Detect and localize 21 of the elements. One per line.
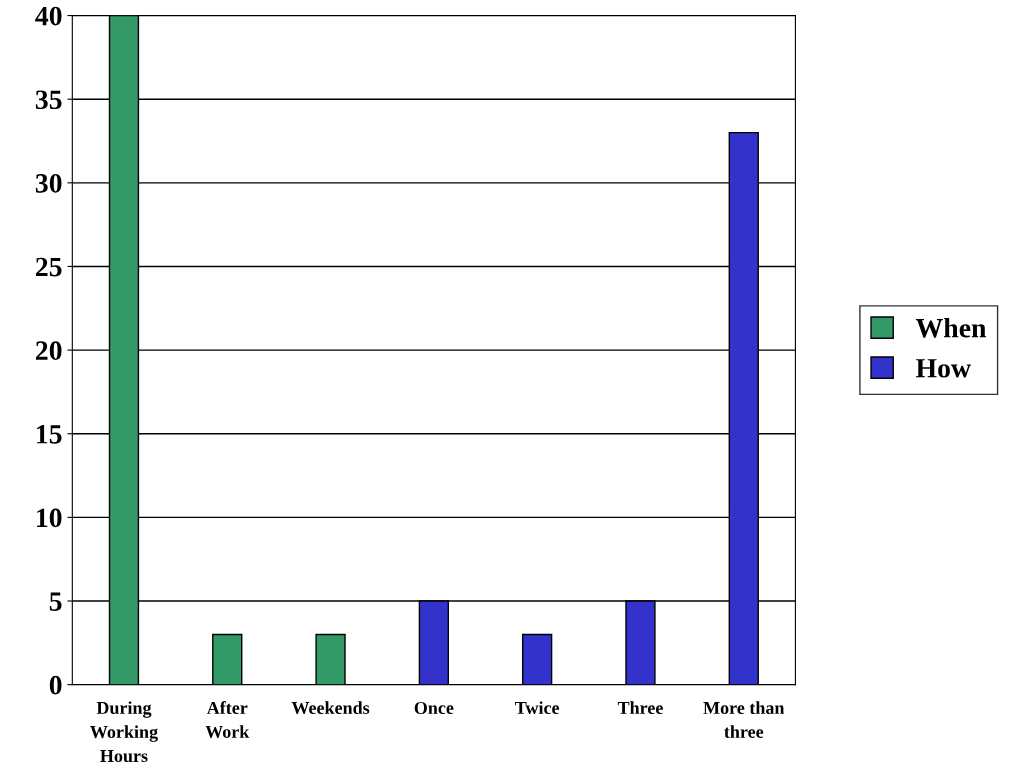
x-tick-label: Three xyxy=(617,701,663,714)
bar xyxy=(522,633,553,685)
x-tick-label: Once xyxy=(414,701,454,715)
x-tick-label: During Working Hours xyxy=(90,701,158,763)
y-tick-label: 5 xyxy=(49,592,62,611)
bar xyxy=(212,633,243,685)
y-tick-label: 15 xyxy=(37,425,62,444)
y-tick-label: 25 xyxy=(35,257,62,277)
y-tick-label: 0 xyxy=(49,675,62,695)
y-tick-label: 20 xyxy=(35,341,62,361)
legend-label: When xyxy=(915,317,987,338)
x-tick-label: Weekends xyxy=(291,701,370,715)
y-tick-label: 40 xyxy=(35,6,62,26)
y-tick-label: 10 xyxy=(37,508,62,528)
x-tick-label: After Work xyxy=(205,701,250,738)
x-tick-label: Twice xyxy=(515,701,560,715)
bar xyxy=(315,633,346,685)
y-tick-label: 30 xyxy=(35,174,62,193)
y-tick-label: 35 xyxy=(35,90,62,110)
legend-label: How xyxy=(915,359,971,378)
x-tick-label: More than three xyxy=(703,701,785,738)
